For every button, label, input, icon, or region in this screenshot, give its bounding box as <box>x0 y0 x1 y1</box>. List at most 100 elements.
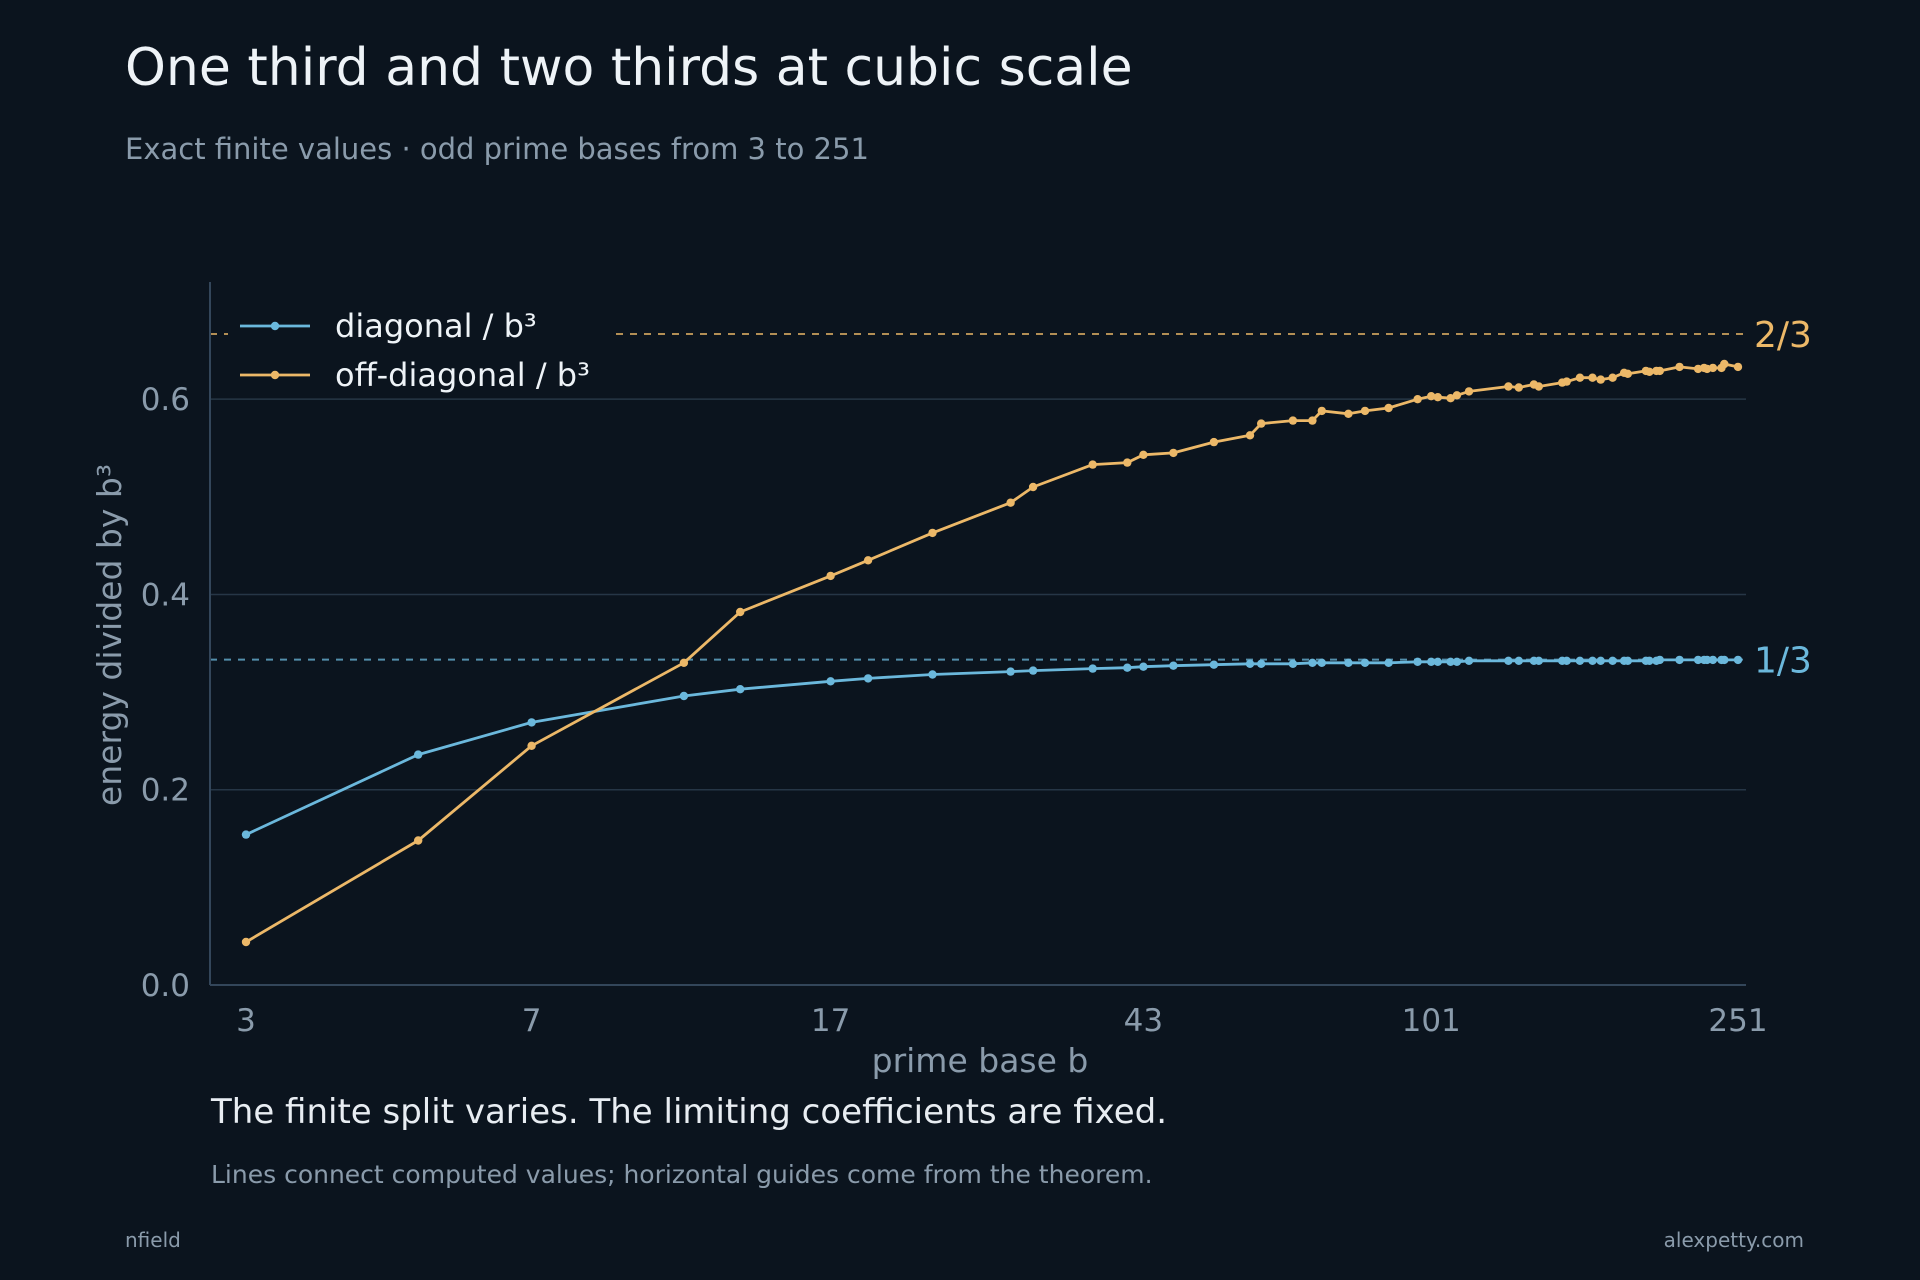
data-point <box>679 658 689 667</box>
data-point <box>1464 656 1474 665</box>
x-axis-label: prime base b <box>872 1041 1089 1080</box>
data-point <box>1360 658 1370 667</box>
data-point <box>1623 369 1633 378</box>
guide-label: 2/3 <box>1754 315 1812 356</box>
x-tick-label: 7 <box>522 1003 542 1039</box>
data-point <box>1245 659 1255 668</box>
data-point <box>1446 394 1455 403</box>
data-point <box>1308 658 1317 667</box>
legend-label: diagonal / b³ <box>335 307 537 345</box>
data-point <box>1006 498 1015 507</box>
data-point <box>1708 655 1718 665</box>
data-point <box>414 750 423 759</box>
data-point <box>1446 657 1455 666</box>
data-point <box>1623 656 1633 665</box>
data-point <box>863 556 873 565</box>
data-point <box>1452 391 1462 400</box>
data-point <box>1596 656 1605 665</box>
data-point <box>1675 655 1684 665</box>
x-tick-label: 17 <box>811 1003 850 1039</box>
caption-detail: Lines connect computed values; horizonta… <box>211 1160 1153 1189</box>
data-point <box>1308 416 1317 425</box>
data-point <box>1344 658 1353 667</box>
data-series <box>241 359 1743 947</box>
data-point <box>414 836 423 845</box>
data-point <box>1655 366 1665 376</box>
y-axis-label: energy divided by b³ <box>90 464 129 806</box>
data-point <box>1433 657 1443 666</box>
data-point <box>1384 403 1393 413</box>
chart-title: One third and two thirds at cubic scale <box>125 38 1133 98</box>
data-point <box>1088 664 1097 673</box>
data-point <box>1588 656 1597 665</box>
y-tick-label: 0.4 <box>141 577 190 613</box>
data-point <box>826 677 835 686</box>
caption-headline: The finite split varies. The limiting co… <box>211 1092 1168 1132</box>
data-point <box>1123 663 1132 672</box>
data-point <box>1708 363 1718 373</box>
data-point <box>1169 661 1178 670</box>
data-point <box>1575 656 1585 665</box>
data-point <box>1534 656 1544 665</box>
data-point <box>1028 482 1038 492</box>
data-point <box>1514 383 1524 392</box>
data-point <box>1360 406 1370 416</box>
data-point <box>1413 395 1422 404</box>
grid-lines <box>210 398 1746 791</box>
data-point <box>1006 667 1015 676</box>
guide-label: 1/3 <box>1754 641 1812 682</box>
data-point <box>1504 656 1513 665</box>
data-point <box>736 685 745 694</box>
series-line <box>245 362 1739 944</box>
y-tick-label: 0.0 <box>141 968 190 1004</box>
data-point <box>1384 658 1393 667</box>
data-point <box>1596 375 1605 384</box>
data-point <box>1088 460 1097 469</box>
x-tick-label: 101 <box>1402 1003 1461 1039</box>
data-point <box>1257 419 1266 428</box>
data-point <box>1720 359 1729 369</box>
data-point <box>1504 382 1513 391</box>
data-point <box>1645 367 1654 376</box>
data-point <box>1317 658 1327 667</box>
data-point <box>1733 362 1743 372</box>
data-point <box>1464 387 1474 396</box>
data-point <box>1702 655 1712 665</box>
y-tick-label: 0.6 <box>141 382 190 418</box>
data-point <box>1209 437 1219 447</box>
data-point <box>1257 659 1266 668</box>
data-point <box>1733 655 1743 665</box>
axes: 0.0 0.2 0.4 0.6 3 7 17 43 101 251 <box>141 282 1768 1039</box>
data-point <box>1433 393 1443 402</box>
data-point <box>1562 656 1571 665</box>
data-point <box>527 741 536 750</box>
data-point <box>863 674 873 683</box>
data-point <box>1562 377 1571 386</box>
x-tick-label: 3 <box>236 1003 256 1039</box>
chart-subtitle: Exact finite values · odd prime bases fr… <box>125 132 869 166</box>
data-point <box>1514 656 1524 665</box>
data-point <box>1608 656 1617 665</box>
data-point <box>1288 416 1298 425</box>
series-1 <box>241 359 1743 947</box>
data-point <box>1588 373 1597 382</box>
series-0 <box>241 655 1743 839</box>
footer-site-link[interactable]: alexpetty.com <box>1663 1228 1804 1252</box>
legend-swatch-marker <box>270 321 280 331</box>
data-point <box>1344 409 1353 418</box>
legend-swatch-marker <box>270 370 280 380</box>
data-point <box>241 937 251 947</box>
footer-left-text: nfield <box>125 1228 181 1252</box>
data-point <box>1655 655 1665 665</box>
data-point <box>928 670 937 679</box>
data-point <box>1245 431 1255 440</box>
data-point <box>1123 458 1132 467</box>
data-point <box>1317 406 1327 416</box>
data-point <box>527 718 536 727</box>
data-point <box>1720 655 1729 665</box>
data-point <box>679 691 689 701</box>
legend-label: off-diagonal / b³ <box>335 356 590 394</box>
data-point <box>1693 655 1703 665</box>
data-point <box>1139 662 1148 671</box>
